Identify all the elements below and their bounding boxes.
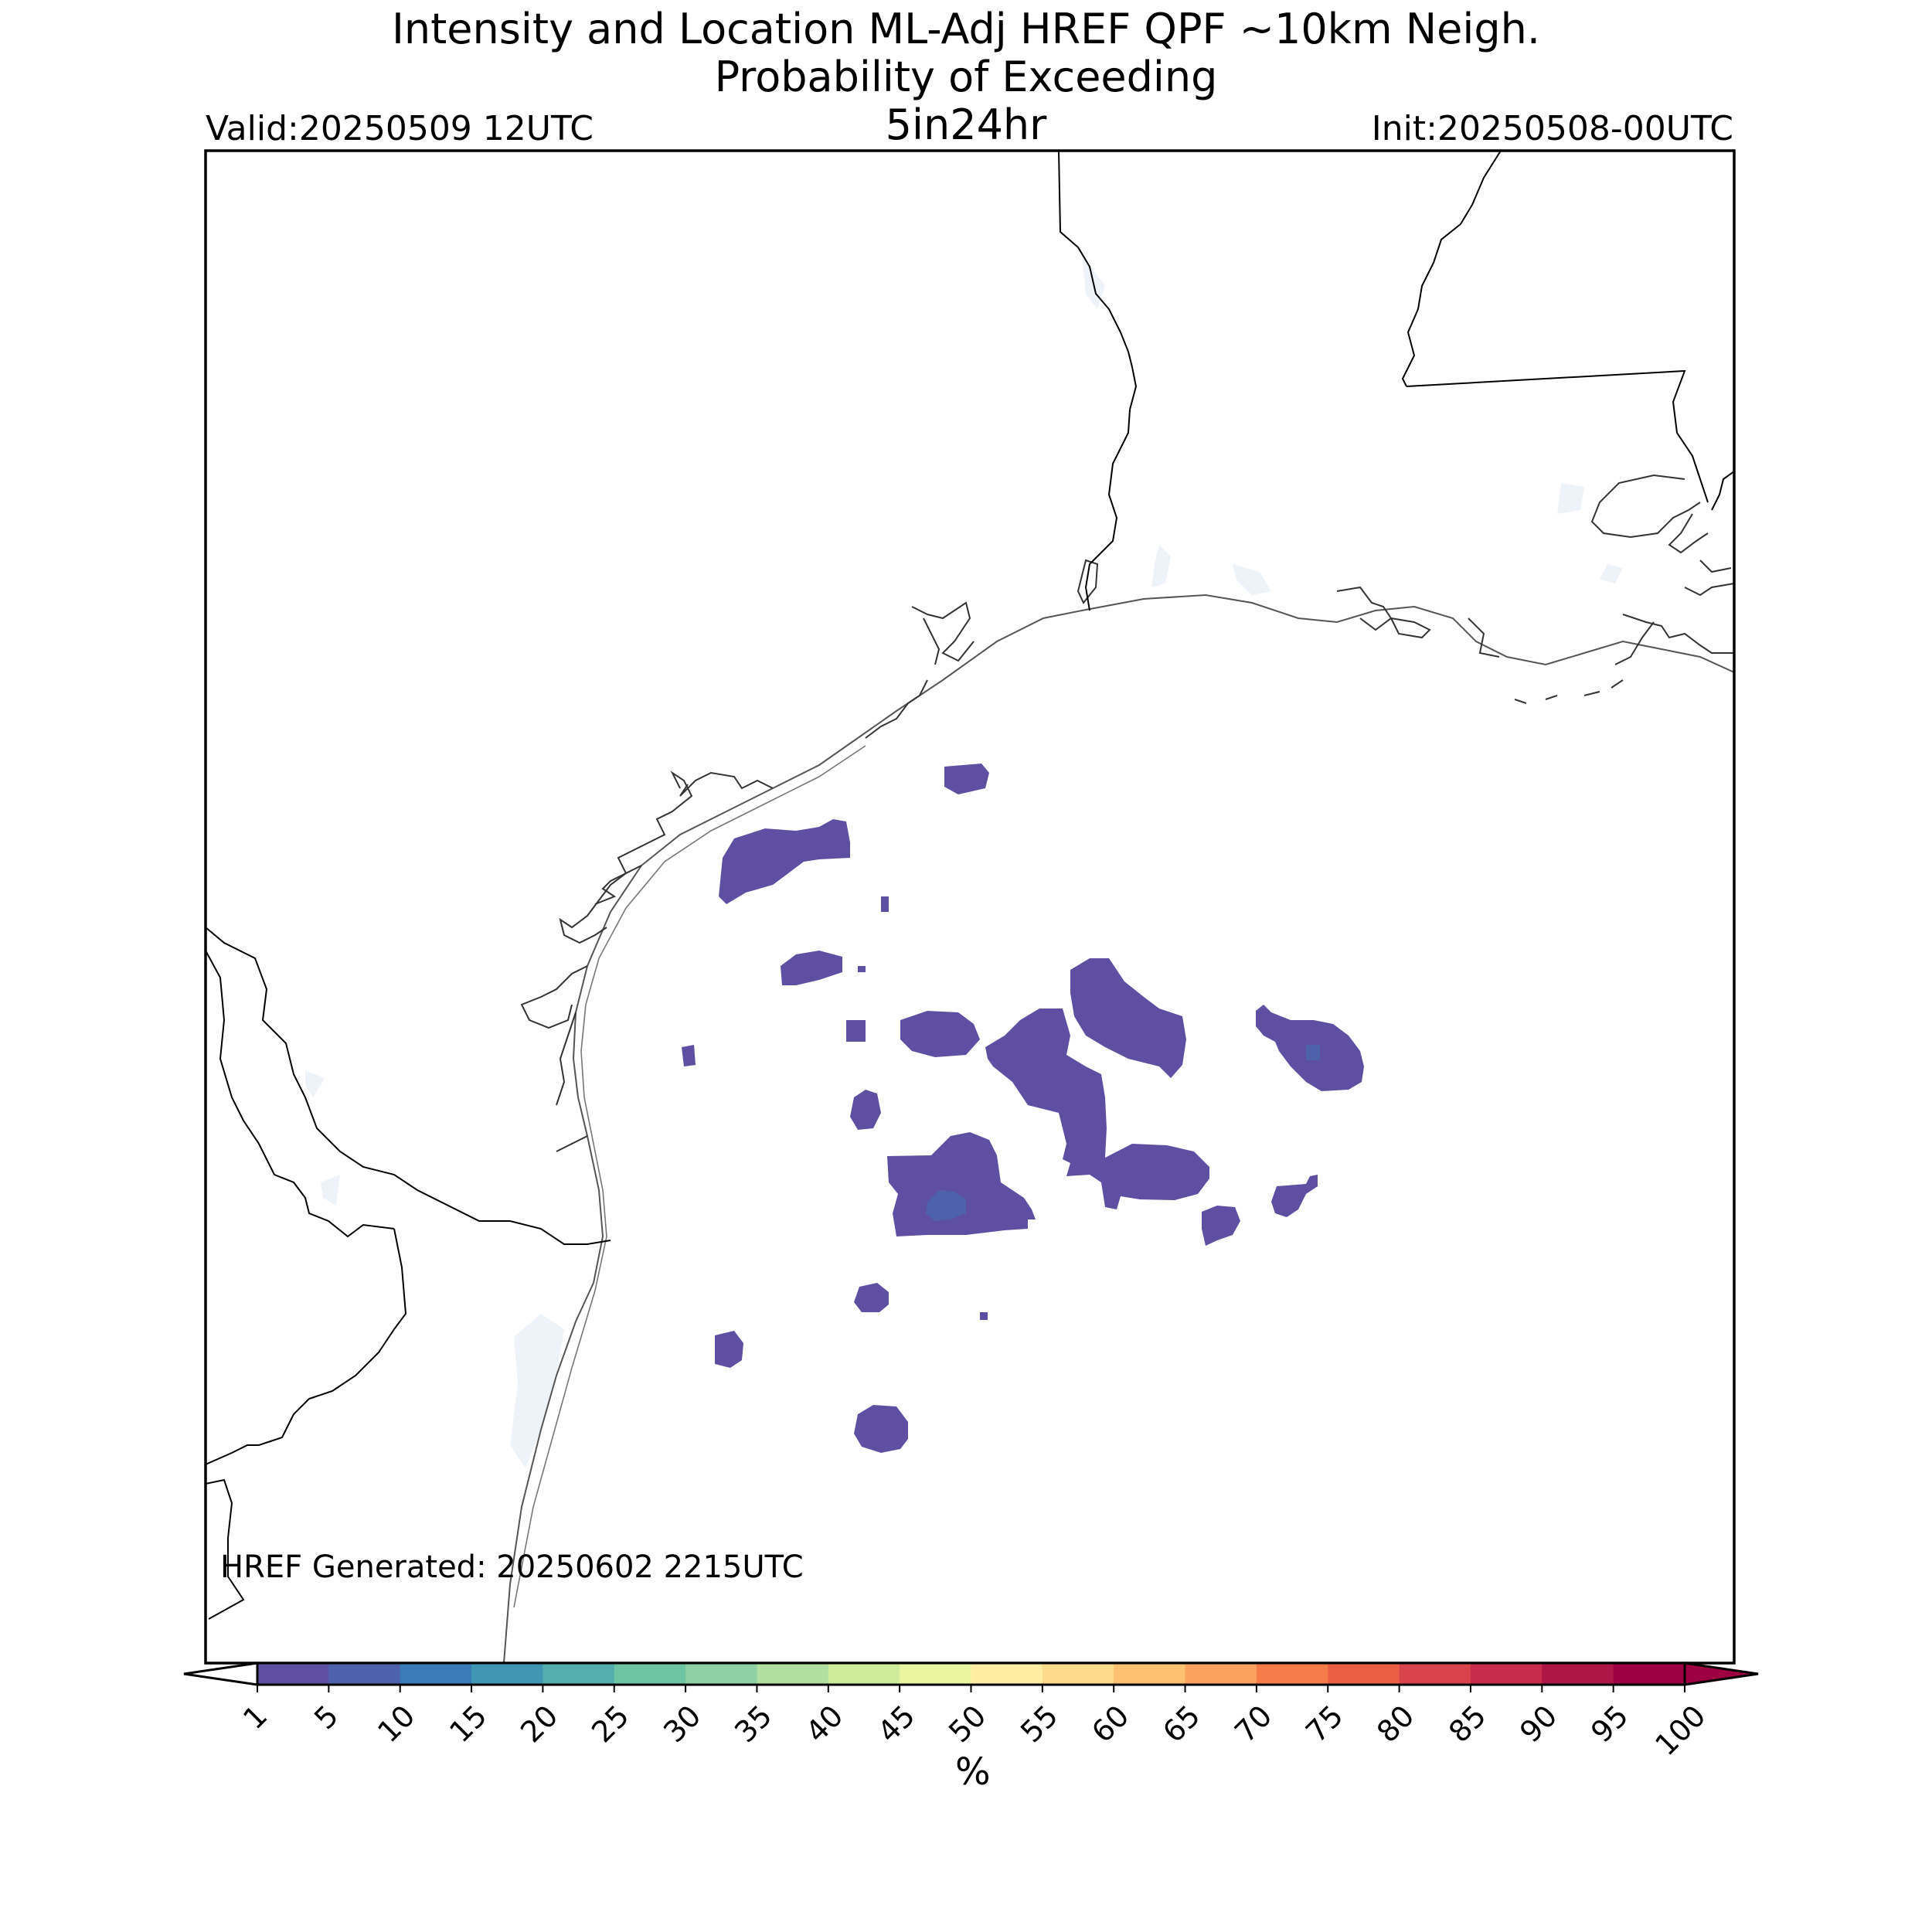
colorbar-bin xyxy=(328,1663,401,1685)
prob-area-15 xyxy=(1202,1206,1240,1246)
prob-area-18 xyxy=(715,1331,743,1368)
prob-area-2 xyxy=(719,819,850,904)
prob-area-9 xyxy=(985,1009,1209,1209)
gulf-coastline xyxy=(503,594,1734,1663)
colorbar-bin xyxy=(1185,1663,1257,1685)
colorbar-bin xyxy=(1399,1663,1471,1685)
prob-area-17 xyxy=(980,1312,988,1320)
title-line-1: Intensity and Location ML-Adj HREF QPF ~… xyxy=(391,5,1541,53)
prob-area-16 xyxy=(854,1283,889,1312)
prob-area-6 xyxy=(846,1020,866,1042)
inland-water xyxy=(305,255,1623,1468)
colorbar-bin xyxy=(685,1663,757,1685)
prob-area-12 xyxy=(850,1090,881,1130)
generated-stamp: HREF Generated: 20250602 2215UTC xyxy=(220,1549,804,1585)
prob-area-19 xyxy=(854,1405,908,1453)
colorbar xyxy=(183,1662,1759,1692)
prob-area-8 xyxy=(1070,958,1186,1078)
prob-area-4 xyxy=(781,951,842,985)
init-time: Init:20250508-00UTC xyxy=(1371,109,1733,148)
colorbar-bin xyxy=(543,1663,615,1685)
map-frame xyxy=(204,149,1736,1665)
prob-area-11 xyxy=(682,1045,696,1066)
colorbar-bin xyxy=(471,1663,543,1685)
colorbar-bin xyxy=(900,1663,971,1685)
prob-area-1 xyxy=(944,764,989,794)
colorbar-bin xyxy=(257,1663,329,1685)
barrier-islands xyxy=(513,745,866,1608)
threshold-label: 5in24hr xyxy=(885,100,1047,149)
colorbar-bin xyxy=(828,1663,900,1685)
colorbar-bin xyxy=(971,1663,1043,1685)
colorbar-bin xyxy=(1114,1663,1186,1685)
prob-area-13 xyxy=(887,1132,1036,1236)
colorbar-bin xyxy=(1328,1663,1400,1685)
prob-area-7 xyxy=(900,1011,980,1057)
valid-time: Valid:20250509 12UTC xyxy=(206,109,594,148)
colorbar-over-arrow xyxy=(1683,1662,1759,1686)
colorbar-under-arrow xyxy=(183,1662,259,1686)
state-borders xyxy=(206,151,1734,1620)
texas-bays xyxy=(520,559,1099,1152)
colorbar-unit: % xyxy=(955,1750,991,1794)
title-line-2: Probability of Exceeding xyxy=(714,53,1218,101)
colorbar-bin xyxy=(1470,1663,1543,1685)
colorbar-bin xyxy=(1256,1663,1328,1685)
prob-area-14 xyxy=(1271,1175,1318,1217)
prob-area-3 xyxy=(881,896,889,912)
colorbar-bin xyxy=(757,1663,829,1685)
map-area xyxy=(206,151,1734,1663)
prob-area-10-core xyxy=(1306,1045,1320,1060)
prob-area-13-core xyxy=(926,1190,966,1221)
colorbar-bin xyxy=(1542,1663,1614,1685)
probability-field-higher xyxy=(926,1045,1320,1221)
colorbar-bin xyxy=(400,1663,472,1685)
colorbar-bin xyxy=(1613,1663,1685,1685)
louisiana-coast-detail xyxy=(1336,474,1734,704)
probability-field xyxy=(682,764,1364,1453)
prob-area-5 xyxy=(858,966,866,972)
colorbar-bin xyxy=(614,1663,686,1685)
colorbar-bin xyxy=(1042,1663,1114,1685)
